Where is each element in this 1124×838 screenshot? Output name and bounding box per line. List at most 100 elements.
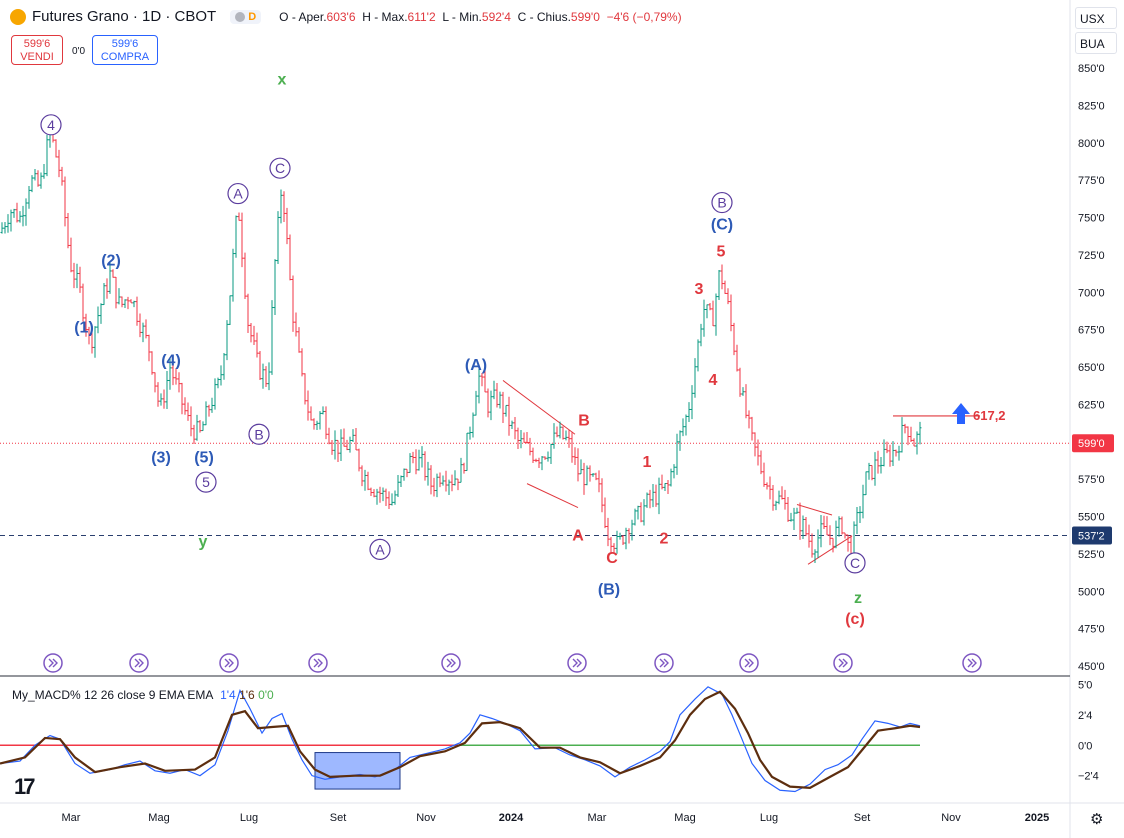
wave-label: (B) — [598, 581, 620, 598]
ohlc-bar — [306, 390, 310, 421]
price-tick-label: 575'0 — [1078, 474, 1105, 486]
time-tick-label: 2025 — [1025, 812, 1049, 824]
ohlc-bar — [654, 484, 658, 507]
ohlc-bar — [129, 299, 133, 304]
event-marker-icon[interactable] — [129, 653, 149, 673]
ohlc-close-label: C - Chius. — [517, 9, 571, 24]
event-markers[interactable] — [43, 653, 982, 673]
buy-button[interactable]: 599'6 COMPRA — [92, 35, 158, 65]
macd-legend[interactable]: My_MACD% 12 26 close 9 EMA EMA 1'4 1'6 0… — [12, 688, 274, 702]
wave-label-text: A — [233, 186, 243, 202]
ohlc-bar — [555, 426, 559, 438]
ohlc-bar — [522, 432, 526, 443]
ohlc-bar — [645, 492, 649, 508]
wave-label: A — [572, 527, 584, 544]
event-marker-icon[interactable] — [654, 653, 674, 673]
ohlc-bar — [765, 482, 769, 490]
ohlc-bar — [384, 488, 388, 506]
ohlc-bar — [198, 420, 202, 433]
event-marker-icon[interactable] — [43, 653, 63, 673]
ohlc-bar — [714, 293, 718, 336]
ohlc-bar — [15, 202, 19, 223]
ohlc-bar — [402, 468, 406, 481]
ohlc-bar — [462, 462, 466, 474]
macd-tick-label: 0'0 — [1078, 740, 1092, 752]
ohlc-bar — [270, 300, 274, 375]
ohlc-bar — [132, 300, 136, 308]
ohlc-bar — [747, 410, 751, 429]
macd-value: 1'4 — [220, 688, 236, 702]
ohlc-bar — [480, 372, 484, 387]
trend-line — [796, 504, 833, 516]
ohlc-bar — [447, 479, 451, 495]
wave-label-text: C — [850, 555, 860, 571]
wave-label: (5) — [194, 450, 214, 467]
ohlc-bar — [861, 484, 865, 519]
ohlc-bar — [663, 483, 667, 491]
event-marker-icon[interactable] — [441, 653, 461, 673]
ohlc-bar — [777, 490, 781, 505]
event-marker-icon[interactable] — [308, 653, 328, 673]
ohlc-bar — [0, 222, 4, 234]
ohlc-bar — [753, 432, 757, 457]
ohlc-bar — [168, 357, 172, 390]
ohlc-bar — [57, 149, 61, 178]
tradingview-logo-icon[interactable]: 17 — [14, 774, 36, 799]
wave-label-text: (1) — [74, 320, 94, 337]
event-marker-icon[interactable] — [739, 653, 759, 673]
ohlc-bar — [6, 214, 10, 233]
macd-name: My_MACD% 12 26 close 9 EMA EMA — [12, 688, 213, 702]
wave-label: z — [854, 590, 862, 607]
wave-label-text: (B) — [598, 581, 620, 598]
ohlc-bar — [513, 416, 517, 440]
highlight-box — [314, 752, 401, 790]
data-status[interactable]: D — [230, 9, 262, 24]
ohlc-bar — [435, 473, 439, 498]
ohlc-bar — [558, 421, 562, 439]
ohlc-bar — [864, 471, 868, 496]
ohlc-bar — [660, 474, 664, 490]
ohlc-bar — [99, 303, 103, 324]
wave-label-text: y — [199, 533, 208, 550]
wave-label: 4 — [709, 372, 718, 389]
ohlc-bar — [477, 368, 481, 404]
ohlc-bar — [882, 439, 886, 467]
ohlc-values: O - Aper.603'6 H - Max.611'2 L - Min.592… — [279, 10, 681, 24]
ohlc-bar — [255, 332, 259, 358]
ohlc-bar — [579, 459, 583, 475]
wave-label: A — [369, 538, 391, 560]
sell-button[interactable]: 599'6 VENDI — [11, 35, 63, 65]
buy-label: COMPRA — [100, 51, 150, 63]
currency-button[interactable]: USX — [1075, 7, 1117, 29]
ohlc-bar — [450, 474, 454, 492]
ohlc-bar — [75, 263, 79, 289]
unit-button[interactable]: BUA — [1075, 32, 1117, 54]
wave-label-text: 3 — [695, 281, 704, 298]
event-marker-icon[interactable] — [567, 653, 587, 673]
gear-icon[interactable]: ⚙ — [1090, 811, 1104, 828]
price-tick-label: 775'0 — [1078, 175, 1105, 187]
ohlc-bar — [681, 418, 685, 437]
ohlc-bar — [843, 532, 847, 539]
ohlc-bar — [666, 479, 670, 494]
ohlc-bar — [300, 348, 304, 377]
time-tick-label: Set — [854, 812, 871, 824]
event-marker-icon[interactable] — [962, 653, 982, 673]
ohlc-bar — [291, 275, 295, 332]
ohlc-bar — [318, 411, 322, 430]
ohlc-bar — [411, 451, 415, 464]
wave-label-text: (5) — [194, 450, 214, 467]
ohlc-bar — [552, 423, 556, 449]
event-marker-icon[interactable] — [219, 653, 239, 673]
ohlc-bar — [420, 446, 424, 468]
ohlc-bar — [825, 516, 829, 536]
symbol-title[interactable]: Futures Grano · 1D · CBOT — [32, 8, 217, 25]
ohlc-bar — [549, 443, 553, 465]
trend-line — [526, 483, 579, 508]
event-marker-icon[interactable] — [833, 653, 853, 673]
chart-header: Futures Grano · 1D · CBOT D O - Aper.603… — [10, 8, 682, 25]
ohlc-bar — [801, 515, 805, 540]
ohlc-bar — [369, 487, 373, 497]
ohlc-bar — [294, 312, 298, 337]
